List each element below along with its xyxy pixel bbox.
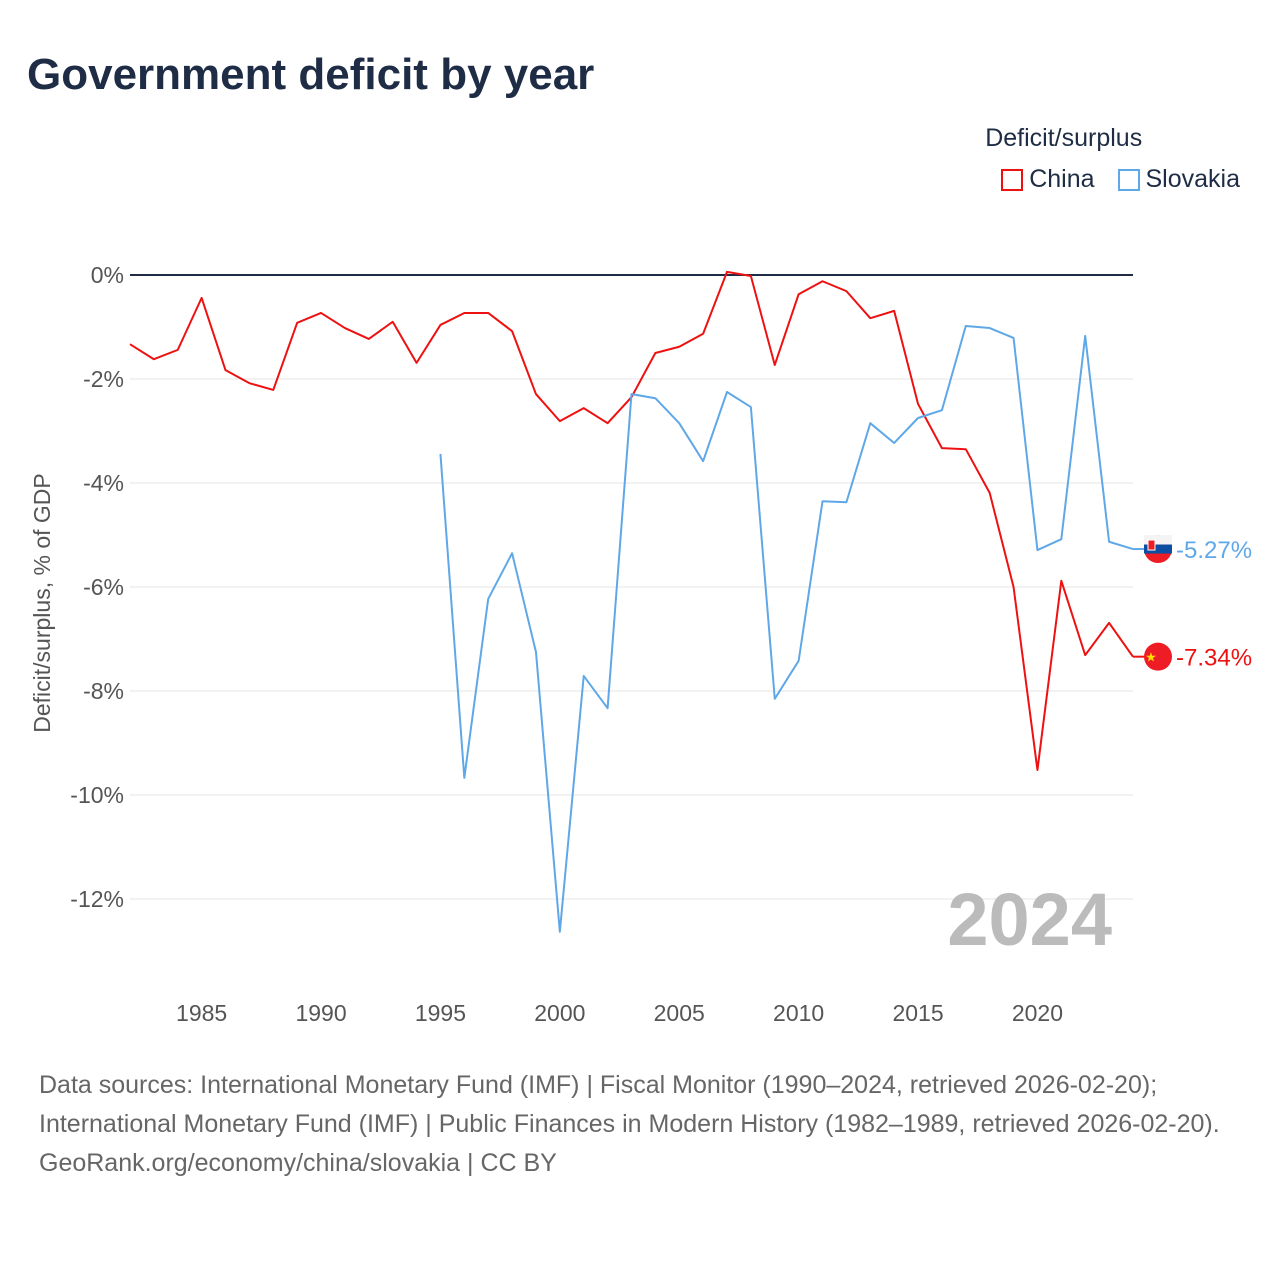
legend-swatch-china — [1001, 168, 1024, 191]
legend-title: Deficit/surplus — [985, 124, 1143, 152]
series-line-china — [129, 270, 1134, 772]
y-tick-label: -8% — [83, 678, 124, 704]
end-value-label-china: -7.34% — [1176, 645, 1252, 672]
y-axis-label: Deficit/surplus, % of GDP — [29, 473, 55, 732]
x-tick-label: 2015 — [892, 1000, 943, 1026]
y-tick-label: -12% — [70, 886, 124, 912]
footer: Data sources: International Monetary Fun… — [39, 1066, 1239, 1183]
x-tick-label: 1995 — [415, 1000, 466, 1026]
china-flag-icon — [1144, 642, 1172, 671]
y-tick-label: 0% — [91, 262, 124, 288]
flag-stripe-white — [1144, 535, 1172, 545]
legend: Deficit/surplus China Slovakia — [985, 124, 1240, 198]
end-value-label-slovakia: -5.27% — [1176, 537, 1252, 564]
flag-shield — [1147, 539, 1156, 551]
x-tick-label: 2000 — [534, 1000, 585, 1026]
flag-star: ★ — [1145, 650, 1157, 665]
flag-stripe-blue — [1144, 544, 1172, 554]
y-tick-label: -4% — [83, 470, 124, 496]
legend-label: Slovakia — [1145, 165, 1241, 193]
x-tick-label: 1985 — [176, 1000, 227, 1026]
x-tick-label: 1990 — [295, 1000, 346, 1026]
legend-swatch-slovakia — [1117, 168, 1140, 191]
legend-item-china[interactable]: China — [1001, 165, 1095, 194]
series-line-slovakia — [439, 324, 1134, 933]
x-tick-label: 2005 — [654, 1000, 705, 1026]
y-tick-label: -10% — [70, 782, 124, 808]
x-tick-label: 2010 — [773, 1000, 824, 1026]
legend-label: China — [1029, 165, 1095, 193]
line-chart: 0% -2% -4% -6% -8% -10% -12% 1985 1990 1995 2000 20… — [29, 262, 1252, 1026]
y-tick-label: -2% — [83, 366, 124, 392]
data-sources: Data sources: International Monetary Fun… — [39, 1071, 1220, 1138]
legend-item-slovakia[interactable]: Slovakia — [1117, 165, 1241, 194]
y-tick-label: -6% — [83, 574, 124, 600]
credit-link[interactable]: GeoRank.org/economy/china/slovakia | CC … — [39, 1149, 557, 1177]
chart-title: Government deficit by year — [27, 50, 595, 99]
year-watermark: 2024 — [947, 878, 1112, 961]
x-tick-label: 2020 — [1012, 1000, 1063, 1026]
